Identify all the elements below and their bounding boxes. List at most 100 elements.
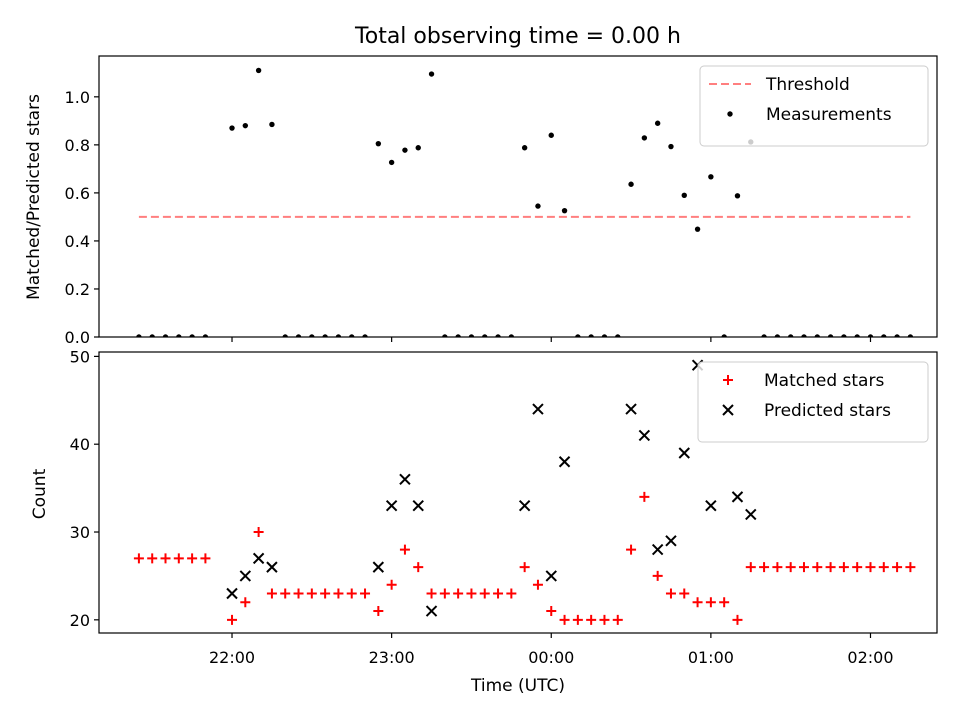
matched-stars-point (240, 597, 251, 608)
chart-title: Total observing time = 0.00 h (354, 24, 681, 49)
matched-stars-point (399, 544, 410, 555)
top-legend-box (699, 65, 929, 147)
predicted-stars-point (425, 605, 438, 617)
bottom-axes-frame (98, 351, 938, 634)
matched-stars-point (612, 614, 623, 625)
matched-stars-point (825, 562, 836, 573)
measurements-point (654, 120, 661, 126)
measurements-point (681, 192, 687, 198)
measurements-point (468, 334, 475, 337)
predicted-stars-point (385, 499, 398, 512)
x-axis-label: Time (UTC) (470, 676, 565, 696)
matched-stars-point (386, 579, 397, 590)
top-y-tick-label: 0.6 (65, 184, 90, 203)
matched-stars-point (705, 597, 716, 608)
measurements-point (881, 334, 887, 337)
matched-stars-point (798, 562, 809, 573)
predicted-stars-point (625, 403, 637, 415)
x-tick-label: 00:00 (528, 648, 574, 667)
matched-stars-point (559, 614, 570, 625)
measurements-point (787, 334, 794, 337)
matched-stars-point (572, 614, 583, 625)
top-y-axis-label: Matched/Predicted stars (24, 94, 44, 300)
legend-threshold-label: Threshold (765, 75, 850, 95)
matched-stars-point (160, 553, 171, 564)
matched-stars-point (493, 588, 504, 599)
top-y-tick-label: 0.4 (65, 232, 90, 251)
measurements-point (561, 207, 568, 214)
matched-stars-point (626, 544, 637, 555)
bottom-panel: 20 30 40 50 22:00 23:00 00:00 01:00 02:00 Matched… (70, 347, 938, 667)
measurements-point (535, 203, 541, 209)
measurements-point (894, 334, 900, 337)
measurements-point (415, 145, 421, 151)
matched-stars-point (852, 562, 863, 573)
x-tick-label: 23:00 (369, 648, 415, 667)
predicted-stars-point (678, 447, 690, 459)
matched-stars-point (532, 579, 543, 590)
bottom-plot-area (133, 359, 916, 625)
measurements-point (162, 334, 169, 337)
bottom-y-axis-label: Count (30, 468, 50, 519)
predicted-stars-point (532, 403, 544, 415)
predicted-stars-point (518, 499, 531, 512)
measurements-point (508, 334, 515, 337)
measurements-point (628, 181, 634, 187)
matched-stars-point (506, 588, 517, 599)
matched-stars-point (333, 588, 344, 599)
predicted-stars-point (638, 429, 651, 442)
measurements-point (548, 132, 554, 138)
matched-stars-point (652, 570, 663, 581)
legend-matched-stars-swatch (723, 375, 733, 385)
measurements-point (149, 334, 155, 337)
measurements-point (721, 334, 727, 337)
legend-predicted-stars-label: Predicted stars (764, 401, 891, 421)
top-plot-area (136, 67, 914, 337)
measurements-point (269, 121, 275, 128)
measurements-point (349, 334, 355, 337)
measurements-point (495, 334, 501, 337)
legend-matched-stars-label: Matched stars (764, 371, 884, 391)
measurements-point (322, 334, 328, 337)
predicted-stars-point (412, 499, 424, 512)
measurements-point (229, 125, 235, 131)
matched-stars-point (413, 562, 424, 573)
matched-stars-point (306, 588, 317, 599)
predicted-stars-point (372, 561, 385, 573)
legend-measurements-swatch (727, 111, 733, 117)
measurements-point (521, 145, 528, 151)
measurements-point (362, 334, 368, 337)
matched-stars-point (586, 614, 597, 625)
measurements-point (668, 143, 674, 150)
predicted-stars-point (665, 535, 677, 547)
measurements-point (601, 334, 608, 337)
matched-stars-point (293, 588, 304, 599)
bottom-y-tick-label: 30 (70, 523, 90, 542)
matched-stars-point (546, 606, 557, 617)
top-y-tick-label: 0.2 (65, 280, 90, 299)
measurements-point (801, 334, 807, 337)
predicted-stars-point (705, 499, 717, 512)
matched-stars-point (732, 614, 743, 625)
measurements-point (575, 334, 581, 337)
measurements-point (442, 334, 448, 337)
measurements-point (694, 226, 701, 232)
predicted-stars-point (239, 570, 252, 582)
measurements-point (136, 334, 142, 337)
measurements-point (761, 334, 767, 337)
measurements-point (774, 334, 781, 337)
measurements-point (734, 193, 741, 199)
matched-stars-point (519, 562, 530, 573)
predicted-stars-point (399, 473, 411, 486)
matched-stars-point (692, 597, 703, 608)
matched-stars-point (173, 553, 184, 564)
matched-stars-point (745, 562, 756, 573)
matched-stars-point (453, 588, 464, 599)
measurements-point (854, 334, 860, 337)
matched-stars-point (320, 588, 331, 599)
measurements-point (295, 334, 302, 337)
top-panel: 0.0 0.2 0.4 0.6 0.8 1.0 Threshold Measurements (65, 55, 938, 347)
top-y-tick-label: 1.0 (65, 88, 90, 107)
measurements-point (242, 122, 249, 129)
measurements-point (708, 174, 714, 180)
